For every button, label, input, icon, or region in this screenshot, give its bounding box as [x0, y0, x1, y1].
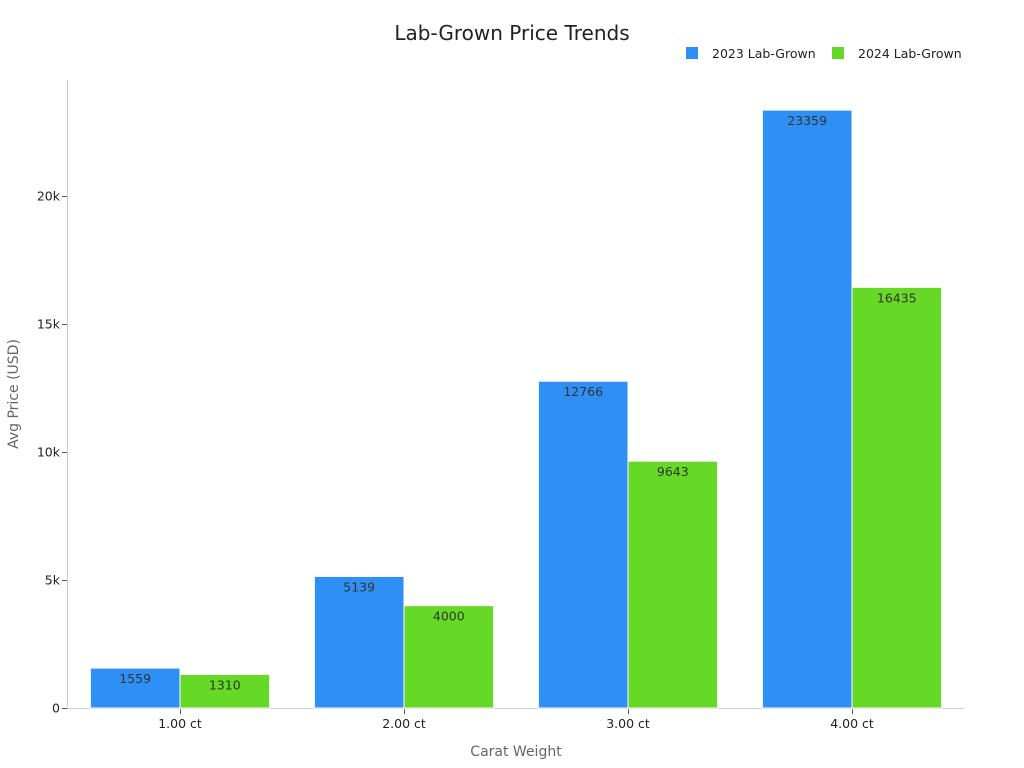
data-label-2023-lab-grown-3-00-ct: 12766: [563, 384, 603, 399]
data-labels: 1559 1310 5139 4000 12766 9643 23359 16435: [119, 113, 916, 692]
y-tick-label: 10k: [37, 445, 61, 460]
bar-2024-lab-grown-1-00-ct: [179, 673, 271, 709]
bar-2024-lab-grown-3-00-ct: [627, 460, 719, 709]
y-tick-label: 0: [52, 701, 60, 716]
y-tick-label: 15k: [37, 317, 61, 332]
data-label-2024-lab-grown-1-00-ct: 1310: [209, 677, 241, 692]
data-label-2023-lab-grown-2-00-ct: 5139: [343, 579, 375, 594]
data-label-2023-lab-grown-1-00-ct: 1559: [119, 671, 151, 686]
data-label-2023-lab-grown-4-00-ct: 23359: [787, 113, 827, 128]
bar-2024-lab-grown-4-00-ct: [851, 286, 943, 709]
data-label-2024-lab-grown-4-00-ct: 16435: [877, 290, 917, 305]
x-tick-label: 4.00 ct: [830, 716, 874, 731]
x-tick-label: 1.00 ct: [158, 716, 202, 731]
y-axis-ticks: 0 5k 10k 15k 20k: [37, 189, 67, 716]
bar-2023-lab-grown-1-00-ct: [89, 667, 181, 709]
y-tick-label: 5k: [45, 573, 61, 588]
y-axis-label: Avg Price (USD): [6, 339, 22, 449]
y-tick-label: 20k: [37, 189, 61, 204]
legend-label-2023: 2023 Lab-Grown: [712, 46, 816, 61]
legend-label-2024: 2024 Lab-Grown: [858, 46, 962, 61]
legend-swatch-2024: [832, 47, 844, 59]
bar-2023-lab-grown-4-00-ct: [761, 109, 853, 709]
x-tick-label: 3.00 ct: [606, 716, 650, 731]
data-label-2024-lab-grown-2-00-ct: 4000: [433, 609, 465, 624]
data-label-2024-lab-grown-3-00-ct: 9643: [657, 464, 689, 479]
x-tick-label: 2.00 ct: [382, 716, 426, 731]
x-axis-label: Carat Weight: [470, 744, 562, 760]
bars: [89, 109, 943, 709]
bar-2024-lab-grown-2-00-ct: [403, 605, 495, 709]
bar-2023-lab-grown-3-00-ct: [537, 380, 629, 709]
legend: 2023 Lab-Grown 2024 Lab-Grown: [686, 46, 962, 61]
x-axis-ticks: 1.00 ct 2.00 ct 3.00 ct 4.00 ct: [158, 709, 874, 731]
chart-title: Lab-Grown Price Trends: [394, 21, 629, 45]
bar-2023-lab-grown-2-00-ct: [313, 575, 405, 709]
legend-swatch-2023: [686, 47, 698, 59]
